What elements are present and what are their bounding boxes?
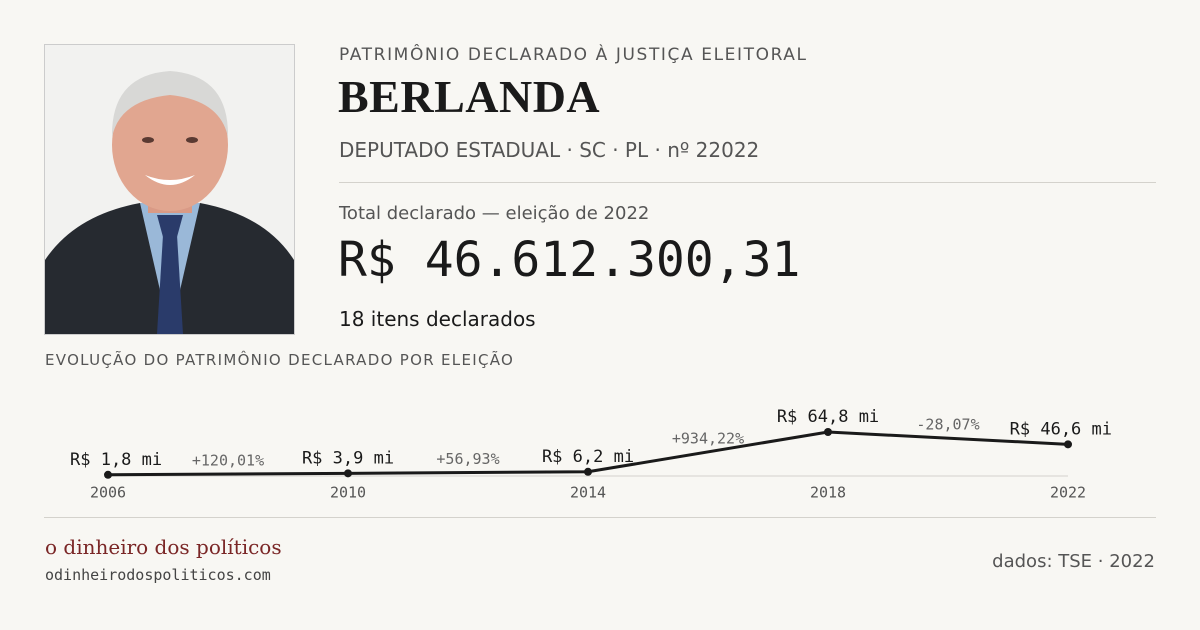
divider [44, 517, 1156, 518]
point [1064, 440, 1072, 449]
chart: 2006 R$ 1,8 mi 2010 R$ 3,9 mi +120,01% 2014 R$… [70, 407, 1112, 502]
x-tick-label: 2014 [570, 484, 606, 502]
change-label: +934,22% [672, 429, 744, 447]
role: DEPUTADO ESTADUAL · SC · PL · nº 22022 [339, 138, 760, 162]
total-amount: R$ 46.612.300,31 [338, 232, 801, 288]
change-label: -28,07% [916, 416, 979, 434]
brand: o dinheiro dos políticos [45, 535, 282, 559]
items-count: 18 itens declarados [339, 307, 536, 331]
point [104, 470, 112, 479]
point [344, 469, 352, 478]
value-label: R$ 3,9 mi [302, 448, 394, 468]
kicker: PATRIMÔNIO DECLARADO À JUSTIÇA ELEITORAL [339, 45, 808, 65]
value-label: R$ 1,8 mi [70, 450, 162, 470]
source: dados: TSE · 2022 [992, 551, 1155, 572]
value-label: R$ 64,8 mi [777, 407, 879, 427]
change-label: +120,01% [192, 452, 264, 470]
x-tick-label: 2006 [90, 484, 126, 502]
portrait [44, 44, 295, 335]
point [824, 428, 832, 436]
divider [339, 182, 1156, 183]
url: odinheirodospoliticos.com [45, 566, 271, 584]
x-tick-label: 2018 [810, 484, 846, 502]
value-label: R$ 6,2 mi [542, 447, 634, 467]
change-label: +56,93% [436, 450, 499, 468]
politician-name: BERLANDA [338, 71, 601, 122]
total-label: Total declarado — eleição de 2022 [339, 203, 650, 224]
point [584, 467, 592, 476]
value-label: R$ 46,6 mi [1010, 419, 1112, 439]
chart-title: EVOLUÇÃO DO PATRIMÔNIO DECLARADO POR ELE… [45, 351, 515, 369]
x-tick-label: 2022 [1050, 484, 1086, 502]
x-tick-label: 2010 [330, 484, 366, 502]
